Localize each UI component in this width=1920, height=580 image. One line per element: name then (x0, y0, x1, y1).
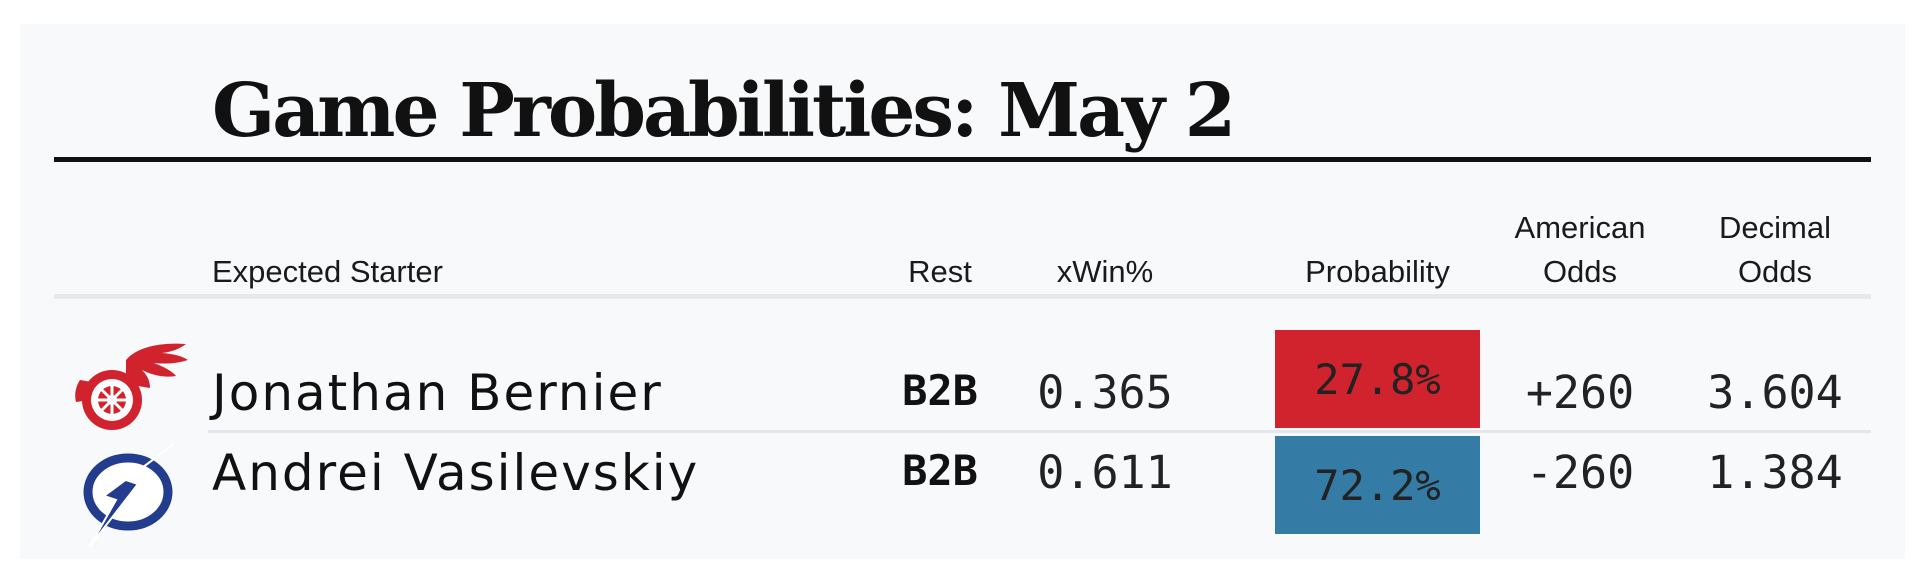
header-probability: Probability (1305, 254, 1450, 289)
probability-cell-1: 27.8% (1275, 330, 1480, 428)
probability-value-2: 72.2% (1314, 460, 1441, 510)
header-rest: Rest (908, 254, 972, 289)
xwin-value-1: 0.365 (1037, 366, 1173, 419)
header-decimal-line2: Odds (1737, 254, 1813, 289)
red-wings-logo-icon (75, 343, 188, 430)
header-decimal-odds: Decimal Odds (1690, 206, 1860, 294)
lightning-logo-icon (83, 443, 175, 547)
header-decimal-line1: Decimal (1719, 210, 1831, 245)
probability-card: Game Probabilities: May 2 Expected Start… (20, 24, 1905, 559)
header-xwin: xWin% (1056, 254, 1154, 289)
header-expected-starter: Expected Starter (212, 254, 443, 289)
american-odds-1: +260 (1525, 366, 1635, 419)
header-american-line2: Odds (1542, 254, 1618, 289)
starter-name-2: Andrei Vasilevskiy (212, 444, 700, 502)
probability-cell-2: 72.2% (1275, 436, 1480, 534)
starter-name-1: Jonathan Bernier (212, 364, 663, 422)
header-american-odds: American Odds (1495, 206, 1665, 294)
decimal-odds-1: 3.604 (1707, 366, 1843, 419)
page-title: Game Probabilities: May 2 (212, 68, 1236, 154)
decimal-odds-2: 1.384 (1707, 446, 1843, 499)
probability-value-1: 27.8% (1314, 354, 1441, 404)
rest-value-1: B2B (902, 366, 978, 415)
xwin-value-2: 0.611 (1037, 446, 1173, 499)
rest-value-2: B2B (902, 446, 978, 495)
american-odds-2: -260 (1525, 446, 1635, 499)
title-divider (54, 157, 1871, 162)
row-divider (208, 430, 1871, 433)
header-american-line1: American (1514, 210, 1646, 245)
header-divider (54, 294, 1871, 299)
